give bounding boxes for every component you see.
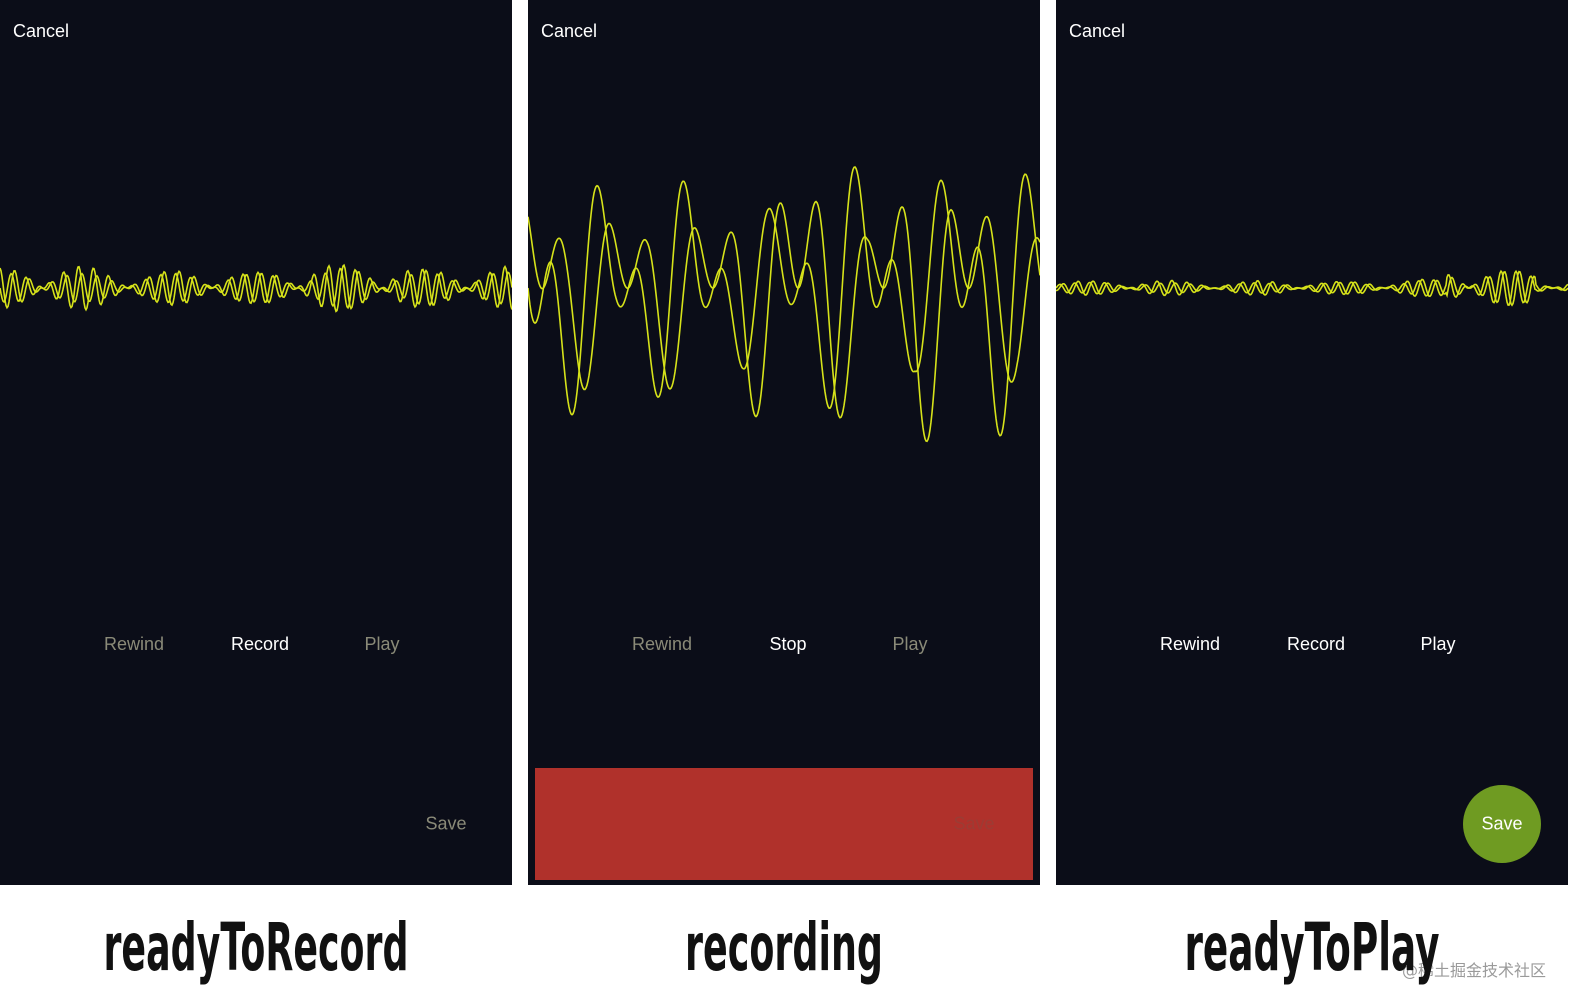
- watermark: @稀土掘金技术社区: [1402, 961, 1547, 980]
- control-button[interactable]: Rewind: [103, 634, 165, 654]
- control-button[interactable]: Rewind: [631, 634, 693, 654]
- control-button[interactable]: Record: [1286, 634, 1346, 654]
- phone-screen: Cancel Rewind Record Play Save: [1056, 0, 1568, 885]
- save-button[interactable]: Save: [953, 813, 995, 834]
- waveform: [528, 166, 1040, 443]
- waveform-line: [0, 264, 512, 312]
- waveform: [0, 263, 512, 313]
- state-caption: readyToRecord: [104, 909, 409, 986]
- phone-screen: Cancel Rewind Record Play Save: [0, 0, 512, 885]
- save-circle: [1463, 785, 1541, 863]
- cancel-button[interactable]: Cancel: [13, 21, 70, 41]
- waveform-line: [528, 166, 1040, 437]
- waveform-line: [1056, 270, 1568, 307]
- state-caption: recording: [685, 909, 883, 986]
- caption-box: readyToPlay: [1185, 909, 1440, 986]
- control-button[interactable]: Play: [364, 634, 400, 654]
- control-button[interactable]: Stop: [769, 634, 807, 654]
- waveform-line: [0, 263, 512, 313]
- phone-screen: Cancel Rewind Stop Play Save: [528, 0, 1040, 885]
- caption-box: recording: [685, 909, 883, 986]
- control-button[interactable]: Play: [1420, 634, 1456, 654]
- waveform-line: [1056, 269, 1568, 306]
- cancel-button[interactable]: Cancel: [541, 21, 598, 41]
- caption-box: readyToRecord: [104, 909, 409, 986]
- waveform: [1056, 269, 1568, 307]
- control-button[interactable]: Rewind: [1159, 634, 1221, 654]
- save-bar: [535, 768, 1033, 880]
- control-button[interactable]: Play: [892, 634, 928, 654]
- state-caption: readyToPlay: [1185, 909, 1440, 986]
- save-button[interactable]: Save: [425, 813, 467, 834]
- cancel-button[interactable]: Cancel: [1069, 21, 1126, 41]
- save-button[interactable]: Save: [1481, 813, 1523, 834]
- waveform-line: [528, 200, 1040, 443]
- control-button[interactable]: Record: [230, 634, 290, 654]
